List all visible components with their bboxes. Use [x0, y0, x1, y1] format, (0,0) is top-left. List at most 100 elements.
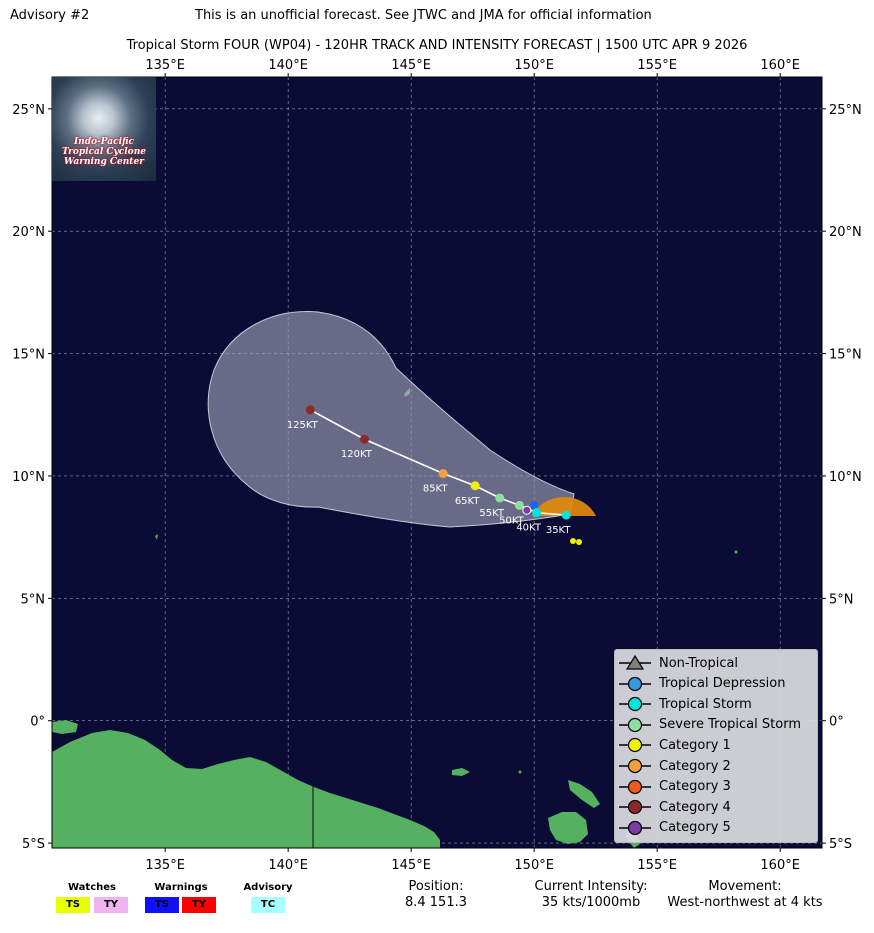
legend-label: Category 4 [659, 799, 731, 815]
circle-marker-icon [619, 779, 651, 794]
forecast-point [305, 405, 315, 415]
legend-item: Tropical Storm [619, 694, 752, 714]
legend-item: Category 5 [619, 818, 731, 838]
intensity-label: 35KT [546, 525, 572, 536]
lon-tick-label-bottom: 140°E [268, 858, 308, 873]
forecast-point [561, 510, 571, 520]
axis-ticks: 135°E 135°E 140°E 140°E 145°E 145°E 150°E 150°E… [12, 58, 862, 873]
lon-tick-label-bottom: 155°E [637, 858, 677, 873]
current-position-marker [522, 505, 532, 515]
intensity-label: 120KT [341, 449, 373, 460]
intensity-label: 65KT [455, 496, 481, 507]
forecast-point [495, 493, 505, 503]
legend-label: Tropical Storm [659, 696, 752, 712]
legend-item: Category 2 [619, 756, 731, 776]
forecast-title: Tropical Storm FOUR (WP04) - 120HR TRACK… [126, 38, 748, 53]
legend-item: Category 3 [619, 777, 731, 797]
circle-marker-icon [619, 820, 651, 835]
landmass-bird-head [52, 720, 78, 734]
cone-of-uncertainty [207, 311, 575, 528]
lat-tick-label-right: 15°N [829, 348, 862, 363]
lat-tick-label-left: 15°N [12, 348, 45, 363]
movement-value: West-northwest at 4 kts [667, 895, 823, 910]
intensity-readout: Current Intensity: 35 kts/1000mb [520, 879, 662, 911]
legend-label: Category 3 [659, 779, 731, 795]
intensity-legend: Non-Tropical Tropical Depression Tropical … [614, 649, 818, 843]
lon-tick-label-top: 145°E [391, 58, 431, 73]
storm-center-marker [530, 501, 538, 509]
wind-radius-semicircle [532, 496, 596, 516]
warning-point [576, 539, 582, 545]
lon-tick-label-top: 160°E [760, 58, 800, 73]
intensity-label: 55KT [479, 508, 505, 519]
movement-readout: Movement: West-northwest at 4 kts [655, 879, 835, 911]
legend-label: Tropical Depression [659, 676, 786, 692]
lat-tick-label-right: 20°N [829, 225, 862, 240]
forecast-point [359, 434, 369, 444]
legend-item: Non-Tropical [619, 653, 738, 673]
lat-tick-label-right: 0° [829, 715, 844, 730]
watch-ty-badge: TY [94, 897, 128, 913]
lon-tick-label-top: 150°E [514, 58, 554, 73]
watches-title: Watches [68, 882, 116, 893]
lon-tick-label-bottom: 145°E [391, 858, 431, 873]
lon-tick-label-bottom: 135°E [145, 858, 185, 873]
forecast-point [470, 481, 480, 491]
map-frame [51, 76, 823, 849]
legend-item: Tropical Depression [619, 674, 785, 694]
forecast-point [438, 469, 448, 479]
landmass-palau [155, 534, 158, 540]
advisory-number: Advisory #2 [10, 8, 90, 23]
lat-tick-label-left: 20°N [12, 225, 45, 240]
legend-item: Severe Tropical Storm [619, 715, 801, 735]
watch-ts-badge: TS [56, 897, 90, 913]
legend-label: Severe Tropical Storm [659, 717, 801, 733]
lon-tick-label-top: 155°E [637, 58, 677, 73]
warning-ts-badge: TS [145, 897, 179, 913]
legend-item: Category 4 [619, 797, 731, 817]
lat-tick-label-left: 0° [30, 715, 45, 730]
forecast-point [514, 500, 524, 510]
lat-tick-label-right: 25°N [829, 103, 862, 118]
warnings-title: Warnings [154, 882, 208, 893]
circle-marker-icon [619, 697, 651, 712]
position-label: Position: [408, 879, 464, 894]
legend-label: Category 5 [659, 820, 731, 836]
position-value: 8.4 151.3 [404, 895, 468, 910]
landmass-manus [452, 768, 470, 776]
advisory-title: Advisory [243, 882, 293, 893]
position-readout: Position: 8.4 151.3 [376, 879, 496, 911]
intensity-label: Current Intensity: [534, 879, 648, 894]
lat-tick-label-left: 10°N [12, 470, 45, 485]
lat-tick-label-right: 10°N [829, 470, 862, 485]
landmass-new-britain [548, 812, 588, 844]
warning-ty-badge: TY [182, 897, 216, 913]
lon-tick-label-top: 140°E [268, 58, 308, 73]
intensity-value: 35 kts/1000mb [541, 895, 641, 910]
legend-label: Category 2 [659, 758, 731, 774]
movement-label: Movement: [708, 879, 782, 894]
lat-tick-label-left: 5°N [21, 592, 46, 607]
warning-center-logo: Indo-Pacific Tropical Cyclone Warning Ce… [52, 77, 156, 181]
lat-tick-label-right: 5°S [829, 837, 852, 852]
lon-tick-label-bottom: 160°E [760, 858, 800, 873]
lat-tick-label-right: 5°N [829, 592, 854, 607]
forecast-point [532, 508, 542, 518]
advisory-tc-badge: TC [251, 897, 285, 913]
lon-tick-label-top: 135°E [145, 58, 185, 73]
lon-tick-label-bottom: 150°E [514, 858, 554, 873]
intensity-label: 40KT [516, 523, 542, 534]
circle-marker-icon [619, 676, 651, 691]
circle-marker-icon [619, 758, 651, 774]
intensity-label: 50KT [499, 515, 525, 526]
lat-tick-label-left: 5°S [22, 837, 45, 852]
triangle-marker-icon [619, 654, 651, 670]
landmass-new-ireland [568, 780, 600, 808]
landmass-new-guinea [52, 730, 440, 848]
intensity-label: 125KT [287, 420, 319, 431]
landmass-islet [734, 550, 738, 554]
legend-item: Category 1 [619, 735, 731, 755]
warning-point [570, 538, 576, 544]
landmass-islet [518, 770, 522, 774]
